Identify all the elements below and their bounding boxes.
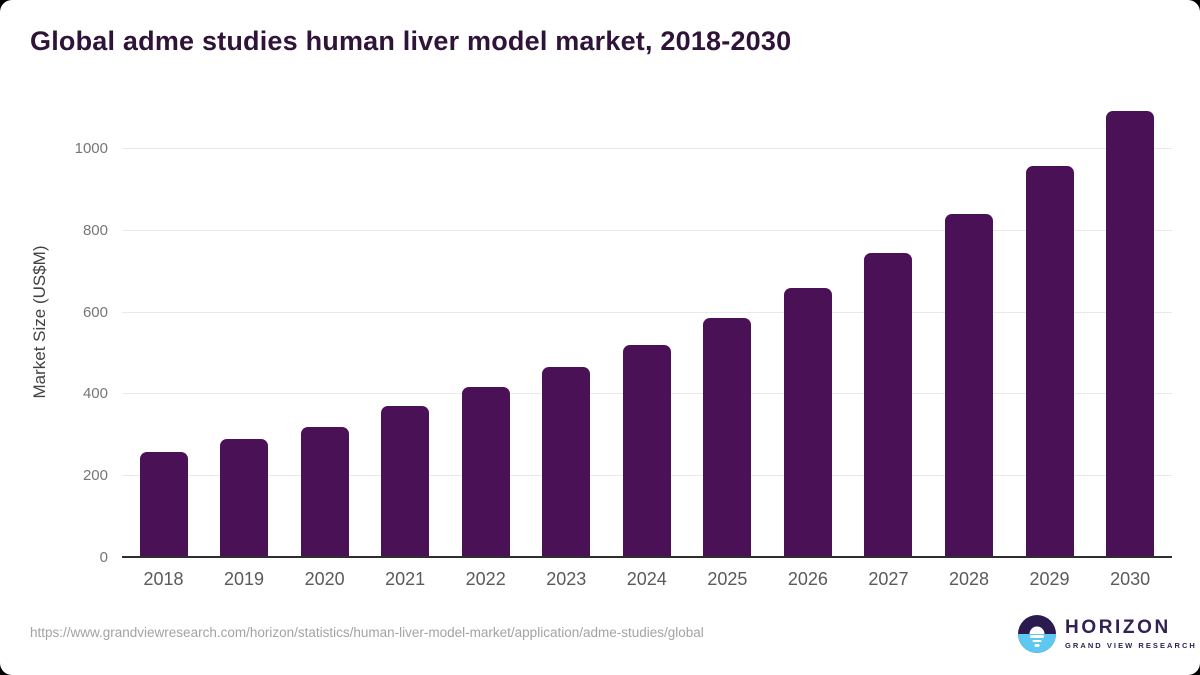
x-tick-label-2027: 2027 [868,569,909,589]
horizon-sun-icon [1018,615,1056,653]
y-tick-label-800: 800 [82,221,108,239]
bar-2029 [1025,166,1074,556]
gridline-600 [122,311,1172,313]
source-url: https://www.grandviewresearch.com/horizo… [30,625,704,640]
x-tick-label-2030: 2030 [1110,569,1151,589]
bar-2025 [703,317,752,556]
y-tick-label-200: 200 [82,467,108,485]
logo-tagline: GRAND VIEW RESEARCH [1065,640,1197,650]
bar-2018 [139,451,188,556]
horizon-logo: HORIZON GRAND VIEW RESEARCH [1018,615,1197,653]
x-tick-label-2029: 2029 [1029,569,1070,589]
y-tick-label-1000: 1000 [74,140,108,157]
gridline-800 [122,229,1172,231]
bar-2026 [783,288,832,556]
x-tick-label-2028: 2028 [948,569,990,589]
bar-2024 [622,344,671,556]
x-axis-line [122,556,1172,558]
x-tick-label-2021: 2021 [385,569,426,589]
x-tick-label-2018: 2018 [143,569,184,589]
logo-name: HORIZON [1065,617,1171,639]
y-tick-label-600: 600 [82,303,108,321]
y-tick-label-400: 400 [82,385,108,403]
bar-2030 [1106,111,1155,556]
x-tick-label-2024: 2024 [626,569,667,589]
y-tick-label-0: 0 [99,549,108,566]
logo-text: HORIZON GRAND VIEW RESEARCH [1065,617,1197,650]
chart-title: Global adme studies human liver model ma… [30,26,792,56]
y-axis-title: Market Size (US$M) [30,245,49,399]
x-tick-label-2023: 2023 [546,569,587,589]
bar-2021 [381,405,430,556]
bar-2022 [461,387,510,556]
x-tick-label-2022: 2022 [465,569,506,589]
bar-2020 [300,426,349,556]
bar-2023 [542,367,591,556]
plot-area: 0 200 400 600 800 1000 2018 2019 2020 2021 2022 202… [75,88,1172,588]
water-shape [1018,634,1056,653]
x-tick-label-2026: 2026 [787,569,828,589]
x-tick-label-2025: 2025 [707,569,748,589]
gridline-1000 [122,148,1172,149]
bar-2019 [220,438,269,556]
x-tick-label-2020: 2020 [304,569,345,589]
reflection-stripe [1030,635,1044,638]
x-tick-label-2019: 2019 [224,569,265,589]
bar-2027 [864,253,913,556]
bar-2028 [945,213,993,556]
reflection-stripe [1032,639,1042,643]
reflection-stripe [1034,644,1040,647]
